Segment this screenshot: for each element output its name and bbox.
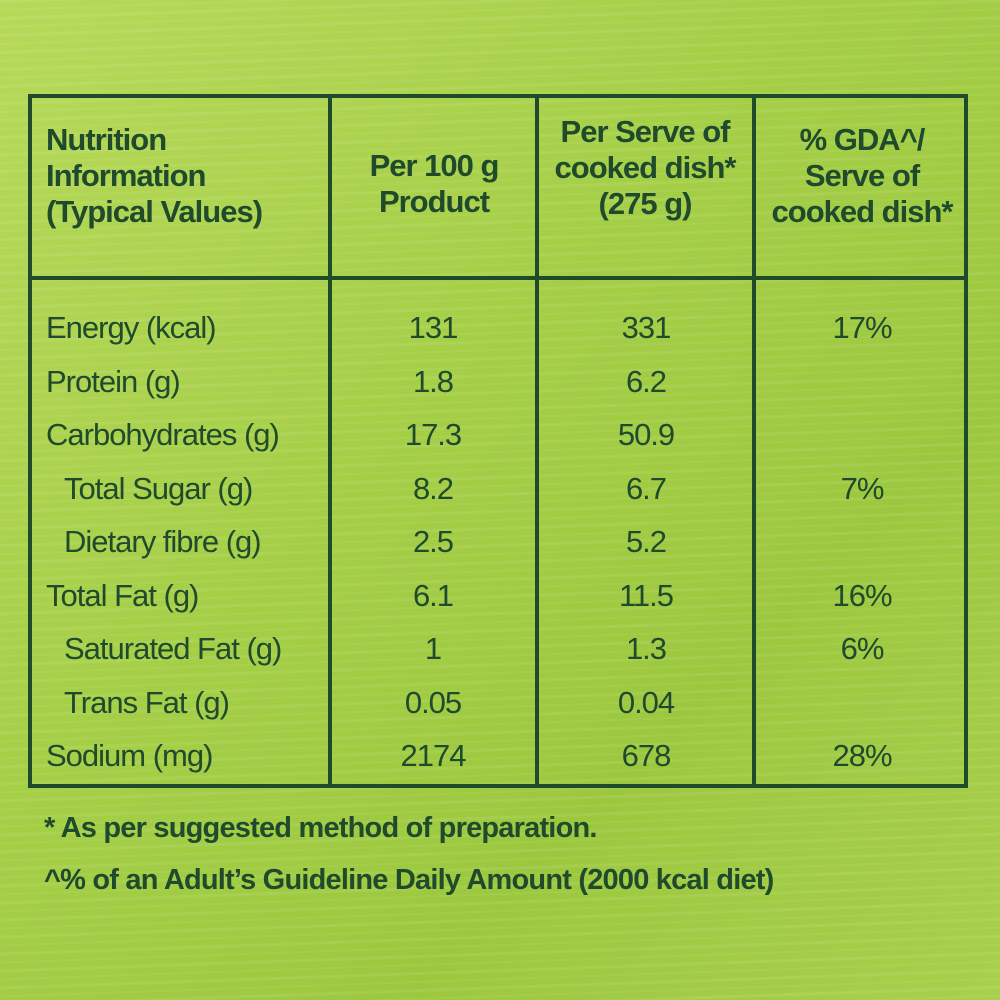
header-line: Per 100 g: [369, 148, 500, 183]
table-row: Trans Fat (g) 0.05 0.04: [32, 685, 964, 738]
nutrient-name: Total Fat (g): [46, 577, 199, 613]
header-line: Information: [46, 158, 207, 193]
column-divider: [328, 98, 332, 784]
value-gda: 17%: [832, 310, 892, 345]
value-per-100g: 1.8: [412, 363, 454, 399]
nutrient-name: Saturated Fat (g): [64, 631, 282, 666]
value-per-100g: 1: [424, 631, 442, 666]
value-per-serve: 5.2: [625, 524, 667, 559]
nutrient-name: Trans Fat (g): [64, 684, 230, 720]
value-gda: 28%: [832, 738, 892, 773]
header-line: (275 g): [598, 186, 693, 221]
header-line: Per Serve of: [560, 114, 731, 149]
value-per-100g: 17.3: [404, 417, 462, 452]
nutrient-name: Energy (kcal): [46, 310, 217, 345]
table-row: Total Fat (g) 6.1 11.5 16%: [32, 578, 964, 631]
value-per-100g: 2174: [400, 738, 467, 773]
nutrient-name: Sodium (mg): [46, 738, 213, 773]
footnote-gda: ^% of an Adult’s Guideline Daily Amount …: [44, 864, 774, 896]
value-per-serve: 50.9: [617, 417, 675, 452]
value-per-serve: 6.2: [625, 363, 667, 399]
column-divider: [535, 98, 539, 784]
value-per-100g: 8.2: [412, 470, 454, 506]
nutrition-table: Nutrition Information (Typical Values) P…: [28, 94, 968, 788]
header-divider: [32, 276, 964, 280]
value-per-100g: 2.5: [412, 524, 454, 559]
footnote-preparation: * As per suggested method of preparation…: [44, 812, 597, 844]
table-row: Protein (g) 1.8 6.2: [32, 364, 964, 417]
value-per-serve: 1.3: [625, 631, 667, 666]
table-row: Saturated Fat (g) 1 1.3 6%: [32, 631, 964, 684]
value-per-serve: 0.04: [617, 684, 675, 720]
value-per-serve: 11.5: [618, 577, 674, 613]
header-line: % GDA^/: [799, 122, 926, 157]
header-line: Serve of: [804, 158, 920, 193]
value-gda: 6%: [840, 631, 885, 666]
value-gda: 7%: [840, 470, 885, 506]
header-line: cooked dish*: [554, 150, 737, 185]
value-gda: 16%: [832, 577, 892, 613]
header-line: Product: [378, 184, 490, 219]
header-gda: % GDA^/ Serve of cooked dish*: [756, 122, 968, 230]
nutrient-name: Dietary fibre (g): [64, 524, 262, 559]
column-divider: [752, 98, 756, 784]
header-line: (Typical Values): [46, 194, 263, 229]
header-per-serve: Per Serve of cooked dish* (275 g): [536, 114, 754, 222]
nutrient-name: Carbohydrates (g): [46, 417, 280, 452]
value-per-100g: 0.05: [404, 684, 462, 720]
header-per-100g: Per 100 g Product: [332, 148, 536, 220]
table-row: Dietary fibre (g) 2.5 5.2: [32, 524, 964, 577]
table-row: Energy (kcal) 131 331 17%: [32, 310, 964, 363]
nutrient-name: Total Sugar (g): [64, 470, 253, 506]
value-per-100g: 131: [408, 310, 459, 345]
value-per-serve: 6.7: [625, 470, 667, 506]
value-per-100g: 6.1: [412, 577, 454, 613]
nutrient-name: Protein (g): [46, 363, 181, 399]
table-row: Sodium (mg) 2174 678 28%: [32, 738, 964, 791]
value-per-serve: 678: [621, 738, 672, 773]
header-line: Nutrition: [46, 122, 167, 157]
header-line: cooked dish*: [771, 194, 954, 229]
value-per-serve: 331: [621, 310, 672, 345]
table-row: Total Sugar (g) 8.2 6.7 7%: [32, 471, 964, 524]
header-nutrition-information: Nutrition Information (Typical Values): [46, 122, 326, 230]
table-row: Carbohydrates (g) 17.3 50.9: [32, 417, 964, 470]
